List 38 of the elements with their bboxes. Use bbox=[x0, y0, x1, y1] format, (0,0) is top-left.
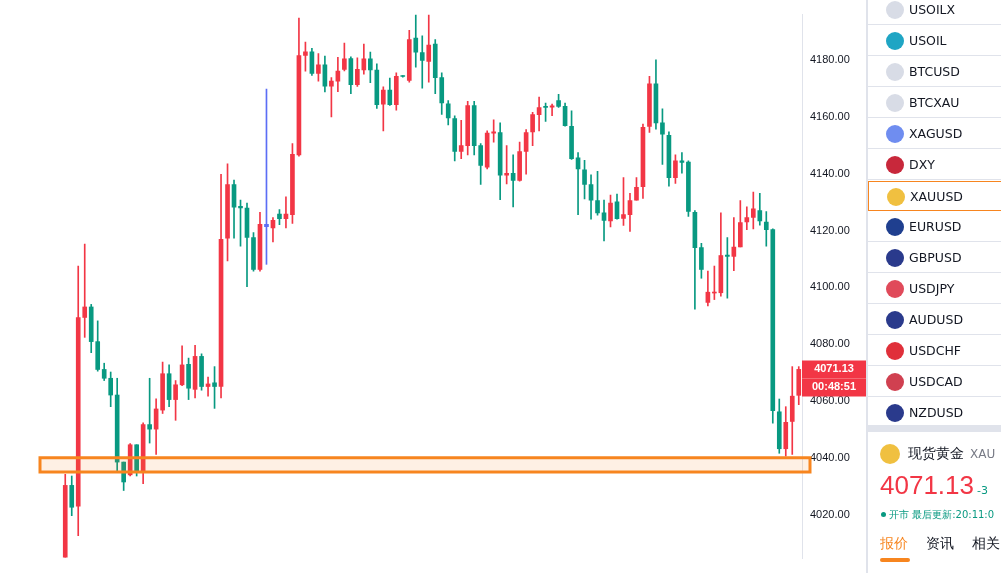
candlestick bbox=[750, 191, 756, 230]
category-label: USDCHF bbox=[909, 343, 962, 358]
text: 相关 bbox=[972, 535, 1000, 553]
category-label: XAUUSD bbox=[910, 189, 963, 204]
category-label: USDJPY bbox=[909, 281, 955, 296]
text: 4071.13 bbox=[814, 362, 854, 375]
candlestick bbox=[744, 206, 750, 231]
text: -3 bbox=[976, 484, 988, 497]
category-label: USOILX bbox=[909, 2, 956, 17]
y-tick-label: 4160.00 bbox=[810, 109, 850, 122]
text: 00:48:51 bbox=[811, 380, 857, 393]
category-label: USDCAD bbox=[909, 374, 963, 389]
text: 报价 bbox=[880, 535, 908, 553]
y-tick-label: 4100.00 bbox=[810, 280, 850, 293]
y-tick-label: 4140.00 bbox=[810, 166, 850, 179]
category-label: BTCUSD bbox=[909, 64, 960, 79]
y-tick-label: 4080.00 bbox=[810, 337, 850, 350]
y-tick-label: 4040.00 bbox=[810, 450, 850, 463]
text: 资讯 bbox=[926, 535, 954, 553]
y-tick-label: 4120.00 bbox=[810, 223, 850, 236]
category-label: GBPUSD bbox=[909, 250, 962, 265]
text: XAU bbox=[970, 447, 996, 461]
category-label: NZDUSD bbox=[909, 405, 964, 420]
category-label: DXY bbox=[909, 157, 935, 172]
category-label: XAGUSD bbox=[909, 126, 963, 141]
y-tick-label: 4060.00 bbox=[810, 394, 850, 407]
text: 现货黄金 bbox=[908, 445, 964, 461]
text: 4071.13 bbox=[880, 470, 974, 500]
y-tick-label: 4180.00 bbox=[810, 53, 850, 66]
category-label: EURUSD bbox=[909, 219, 962, 234]
text: 开市 最后更新:20:11:0 bbox=[889, 508, 995, 522]
category-label: AUDUSD bbox=[909, 312, 964, 327]
candlestick bbox=[426, 14, 432, 83]
category-label: USOIL bbox=[909, 33, 947, 48]
candlestick bbox=[549, 103, 555, 117]
category-label: BTCXAU bbox=[909, 95, 960, 110]
candlestick bbox=[419, 35, 425, 89]
y-tick-label: 4020.00 bbox=[810, 507, 850, 520]
